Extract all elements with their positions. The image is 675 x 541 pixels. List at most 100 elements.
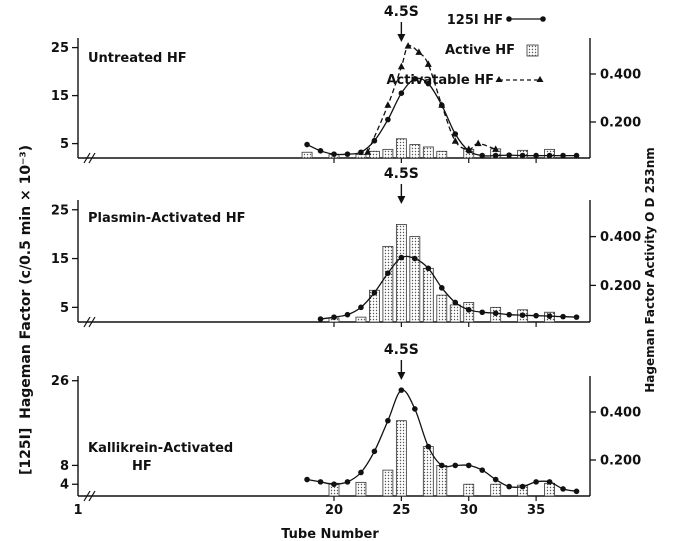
i125-hf-point bbox=[492, 310, 499, 317]
active-hf-bar bbox=[301, 151, 313, 159]
left-tick-label: 5 bbox=[60, 301, 69, 316]
right-tick-label: 0.400 bbox=[600, 406, 641, 421]
active-hf-bar bbox=[490, 483, 502, 497]
i125-hf-point bbox=[452, 462, 459, 469]
i125-hf-point bbox=[560, 152, 566, 159]
i125-hf-point bbox=[492, 152, 499, 159]
i125-hf-point bbox=[358, 304, 364, 311]
active-hf-bar bbox=[382, 469, 394, 497]
i125-hf-point bbox=[560, 313, 566, 320]
x-axis-label: Tube Number bbox=[281, 527, 379, 541]
bottom-tick-label: 1 bbox=[73, 503, 82, 518]
i125-hf-point bbox=[371, 137, 378, 144]
legend-i125-dot bbox=[540, 16, 546, 22]
left-tick-label: 25 bbox=[51, 41, 69, 56]
active-hf-bar bbox=[355, 316, 367, 323]
i125-hf-point bbox=[304, 141, 310, 148]
left-tick-label: 25 bbox=[51, 203, 69, 218]
active-hf-bar bbox=[355, 481, 367, 497]
active-hf-bar bbox=[422, 267, 434, 323]
legend-activatable-label: Activatable HF bbox=[386, 73, 494, 88]
right-tick-label: 0.200 bbox=[600, 454, 641, 469]
axis-frames bbox=[72, 38, 596, 502]
i125-hf-line bbox=[306, 77, 577, 157]
panel-title: Untreated HF bbox=[88, 51, 187, 66]
marker-arrowhead bbox=[397, 372, 406, 380]
right-tick-label: 0.200 bbox=[600, 116, 641, 131]
i125-hf-point bbox=[465, 462, 472, 469]
active-hf-bar bbox=[395, 420, 407, 497]
i125-hf-point bbox=[560, 486, 566, 492]
i125-hf-point bbox=[344, 311, 351, 318]
i125-hf-point bbox=[412, 76, 418, 82]
i125-hf-point bbox=[438, 462, 445, 469]
active-hf-bar bbox=[449, 304, 461, 323]
panel-title: Plasmin-Activated HF bbox=[88, 211, 245, 226]
panel-title: HF bbox=[132, 459, 152, 474]
i125-hf-point bbox=[304, 476, 310, 483]
active-hf-bar bbox=[409, 144, 421, 159]
i125-hf-point bbox=[385, 270, 391, 277]
i125-hf-point bbox=[519, 312, 526, 318]
activatable-hf-line bbox=[367, 45, 496, 153]
activatable-hf-point bbox=[404, 42, 412, 49]
i125-hf-point bbox=[573, 314, 580, 320]
left-tick-label: 5 bbox=[60, 137, 69, 152]
active-hf-bar bbox=[382, 148, 394, 159]
i125-hf-point bbox=[479, 309, 486, 316]
left-axis-label-text: Hageman Factor (c/0.5 min × 10⁻³) bbox=[18, 145, 34, 419]
i125-hf-point bbox=[492, 476, 499, 483]
i125-hf-point bbox=[385, 116, 391, 123]
bottom-tick-label: 20 bbox=[325, 503, 343, 518]
i125-hf-point bbox=[533, 152, 539, 159]
axis-break-mark bbox=[83, 316, 96, 328]
bottom-tick-label: 35 bbox=[527, 503, 545, 518]
i125-hf-point bbox=[358, 469, 364, 476]
i125-hf-point bbox=[344, 151, 351, 157]
i125-hf-point bbox=[506, 483, 512, 490]
legend: 125I HF Active HF Activatable HF bbox=[386, 13, 546, 88]
active-hf-bar bbox=[436, 150, 448, 159]
right-tick-label: 0.400 bbox=[600, 68, 641, 83]
active-hf-bar bbox=[395, 138, 407, 159]
marker-label: 4.5S bbox=[384, 342, 419, 358]
legend-i125-dot bbox=[506, 16, 512, 22]
i125-hf-point bbox=[533, 479, 539, 485]
right-axis-label: Hageman Factor Activity O D 253nm bbox=[643, 147, 657, 393]
legend-i125-label: 125I HF bbox=[447, 13, 503, 28]
activatable-hf-point bbox=[451, 137, 459, 144]
axis-break-mark bbox=[83, 490, 96, 502]
legend-activatable-triangle bbox=[536, 76, 544, 82]
i125-hf-point bbox=[331, 481, 337, 488]
i125-hf-point bbox=[412, 255, 418, 262]
legend-active-label: Active HF bbox=[445, 43, 515, 58]
left-tick-label: 15 bbox=[51, 89, 69, 104]
activatable-hf-point bbox=[415, 48, 423, 55]
activatable-hf-point bbox=[364, 148, 372, 155]
i125-hf-point bbox=[546, 313, 553, 319]
bottom-tick-label: 25 bbox=[392, 503, 410, 518]
active-hf-bar bbox=[463, 483, 475, 497]
left-axis-label: [125I] Hageman Factor (c/0.5 min × 10⁻³) bbox=[18, 145, 34, 475]
left-tick-label: 4 bbox=[60, 478, 69, 493]
bottom-tick-label: 30 bbox=[460, 503, 478, 518]
panel-title: Kallikrein-Activated bbox=[88, 441, 233, 456]
activatable-hf-point bbox=[384, 101, 392, 108]
left-tick-label: 8 bbox=[60, 459, 69, 474]
active-hf-bar bbox=[382, 245, 394, 323]
left-tick-label: 26 bbox=[51, 374, 69, 389]
i125-hf-point bbox=[398, 387, 405, 393]
i125-hf-point bbox=[371, 448, 378, 455]
i125-hf-point bbox=[398, 90, 405, 96]
right-tick-label: 0.200 bbox=[600, 279, 641, 294]
i125-hf-point bbox=[331, 151, 337, 157]
i125-hf-point bbox=[573, 152, 580, 159]
activatable-hf-point bbox=[397, 62, 405, 70]
i125-hf-point bbox=[479, 467, 486, 473]
i125-hf-point bbox=[317, 148, 324, 154]
i125-hf-point bbox=[533, 312, 539, 319]
i125-hf-point bbox=[546, 479, 553, 485]
active-hf-bar bbox=[544, 482, 555, 497]
marker-label: 4.5S bbox=[384, 166, 419, 182]
